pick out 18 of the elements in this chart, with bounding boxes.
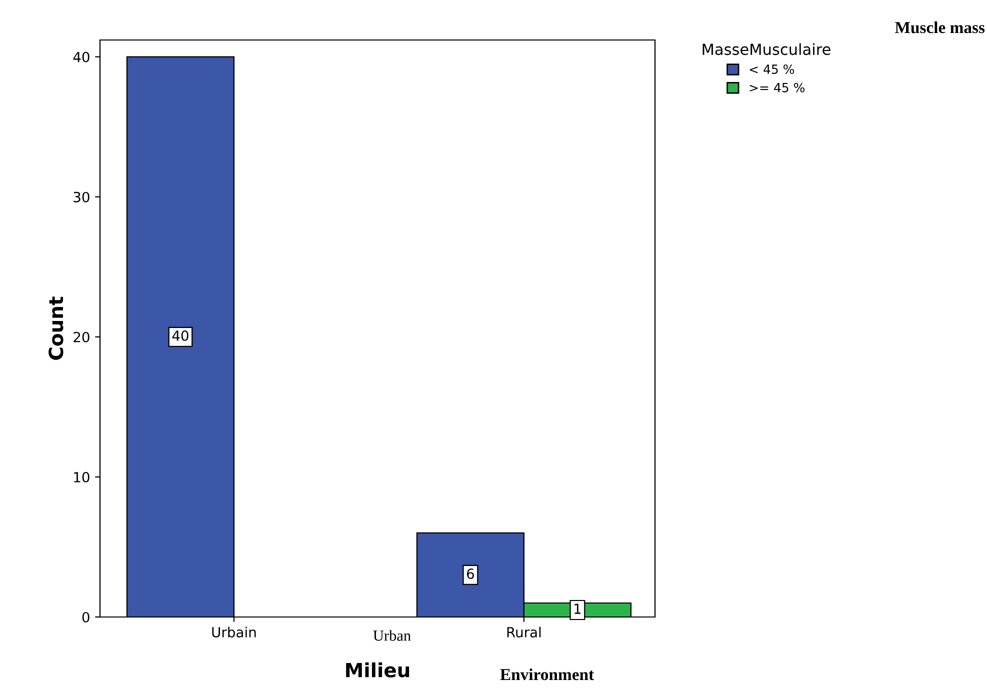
legend-label: < 45 % — [750, 64, 794, 74]
x-tick-label: Rural — [507, 626, 541, 638]
text: Muscle mass — [895, 21, 985, 34]
y-tick-label: 10 — [74, 472, 90, 482]
y-tick-label: 30 — [74, 192, 90, 202]
legend-label: >= 45 % — [750, 82, 804, 92]
x-tick-label: Urbain — [212, 626, 256, 638]
text: Environment — [500, 668, 594, 680]
data-label: 40 — [172, 330, 188, 341]
text: Urban — [373, 630, 411, 641]
y-tick-label: 20 — [74, 332, 90, 342]
y-tick-label: 0 — [82, 612, 90, 622]
y-axis-title: Count — [48, 296, 64, 360]
legend-title: MasseMusculaire — [702, 43, 830, 56]
x-axis-title: Milieu — [346, 662, 410, 678]
data-label: 1 — [574, 604, 581, 614]
y-tick-label: 40 — [73, 52, 90, 62]
data-label: 6 — [466, 568, 474, 580]
